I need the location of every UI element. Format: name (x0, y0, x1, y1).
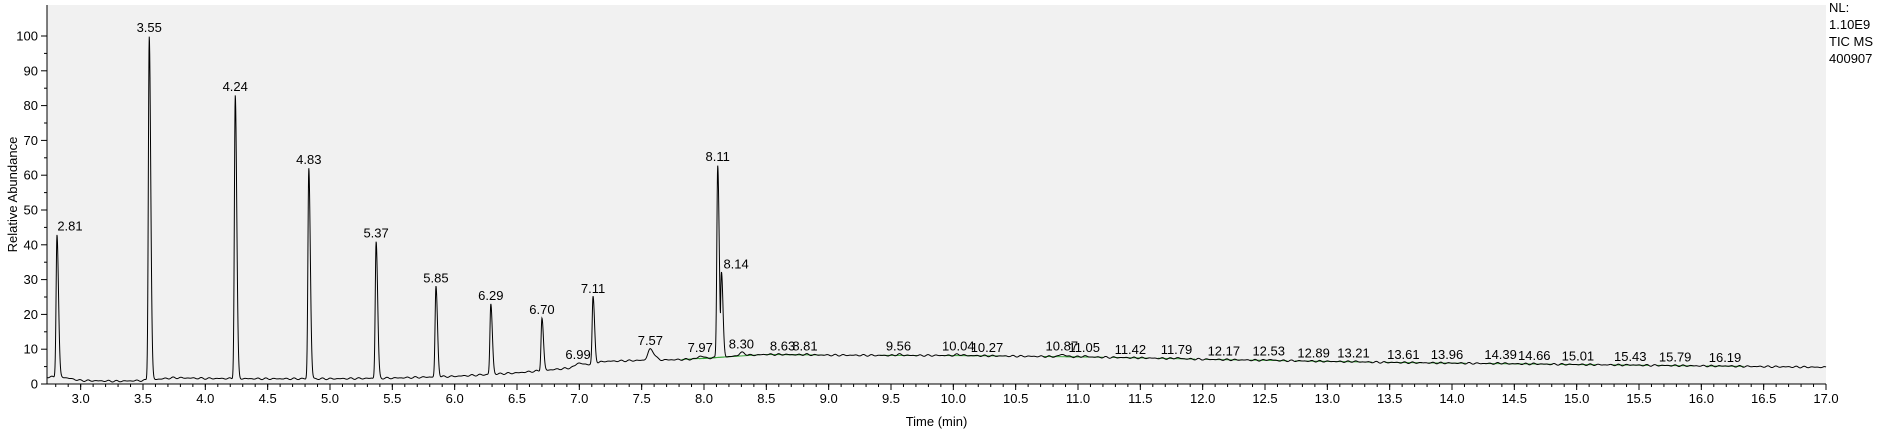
x-tick-label: 4.5 (259, 391, 277, 406)
y-tick-label: 50 (24, 203, 38, 218)
peak-label: 15.43 (1614, 349, 1647, 364)
peak-label: 10.04 (942, 338, 975, 353)
x-tick-label: 14.5 (1502, 391, 1527, 406)
y-tick-label: 100 (16, 29, 38, 44)
peak-label: 7.97 (688, 340, 713, 355)
x-tick-label: 6.5 (508, 391, 526, 406)
info-scan-type: TIC MS (1829, 34, 1873, 49)
x-tick-label: 15.5 (1626, 391, 1651, 406)
x-tick-label: 7.0 (570, 391, 588, 406)
peak-label: 3.55 (137, 20, 162, 35)
x-tick-label: 10.5 (1003, 391, 1028, 406)
peak-label: 11.05 (1068, 340, 1100, 355)
y-tick-label: 70 (24, 133, 38, 148)
peak-labels: 2.81 3.55 4.24 4.83 5.37 5.85 6.29 6.70 6.99 7.11… (57, 20, 1741, 365)
peak-label: 7.11 (581, 281, 605, 296)
x-tick-label: 4.0 (196, 391, 214, 406)
x-tick-label: 11.0 (1066, 391, 1090, 406)
peak-label: 6.70 (529, 302, 554, 317)
x-tick-label: 8.0 (695, 391, 713, 406)
x-tick-label: 10.0 (941, 391, 966, 406)
x-tick-label: 16.0 (1689, 391, 1714, 406)
x-tick-label: 9.0 (820, 391, 838, 406)
peak-label: 10.27 (971, 340, 1004, 355)
y-tick-label: 20 (24, 307, 38, 322)
y-tick-label: 30 (24, 272, 38, 287)
y-tick-label: 60 (24, 168, 38, 183)
peak-label: 5.37 (363, 225, 388, 240)
x-tick-label: 8.5 (757, 391, 775, 406)
peak-label: 11.79 (1161, 342, 1193, 357)
x-tick-label: 16.5 (1751, 391, 1776, 406)
y-axis-label: Relative Abundance (5, 137, 20, 253)
x-axis-ticks: 3.0 3.5 4.0 4.5 5.0 5.5 6.0 6.5 7.0 7.5 8.0 8.5 9.0 9… (55, 384, 1839, 406)
peak-label: 4.83 (296, 152, 321, 167)
x-tick-label: 12.0 (1190, 391, 1215, 406)
peak-label: 6.29 (478, 288, 503, 303)
peak-label: 7.57 (638, 333, 663, 348)
x-tick-label: 17.0 (1813, 391, 1838, 406)
x-tick-label: 6.0 (446, 391, 464, 406)
y-axis-ticks: 0 10 20 30 40 50 60 70 80 90 100 (16, 29, 47, 392)
x-tick-label: 13.0 (1315, 391, 1340, 406)
y-tick-label: 10 (24, 342, 38, 357)
peak-label: 14.39 (1484, 347, 1517, 362)
peak-label: 8.14 (723, 257, 748, 272)
info-normalization-level: 1.10E9 (1829, 17, 1870, 32)
peak-label: 16.19 (1709, 350, 1742, 365)
peak-label: 8.81 (792, 338, 817, 353)
info-sample-id: 400907 (1829, 51, 1872, 66)
peak-label: 8.11 (706, 149, 730, 164)
peak-label: 13.96 (1431, 347, 1464, 362)
y-tick-label: 0 (31, 377, 38, 392)
peak-label: 4.24 (223, 79, 248, 94)
peak-label: 13.21 (1337, 345, 1370, 360)
x-tick-label: 11.5 (1128, 391, 1152, 406)
plot-area (47, 5, 1826, 384)
peak-label: 6.99 (565, 347, 590, 362)
peak-label: 2.81 (57, 218, 82, 233)
x-tick-label: 14.0 (1439, 391, 1464, 406)
x-tick-label: 3.0 (72, 391, 90, 406)
x-tick-label: 7.5 (633, 391, 651, 406)
y-tick-label: 40 (24, 237, 38, 252)
x-tick-label: 12.5 (1252, 391, 1277, 406)
peak-label: 15.79 (1659, 350, 1692, 365)
info-box: NL: 1.10E9 TIC MS 400907 (1829, 0, 1873, 66)
peak-label: 12.53 (1252, 344, 1285, 359)
peak-label: 10.87 (1046, 338, 1079, 353)
x-tick-label: 5.0 (321, 391, 339, 406)
peak-label: 14.66 (1518, 348, 1551, 363)
peak-label: 11.42 (1115, 342, 1147, 357)
x-tick-label: 3.5 (134, 391, 152, 406)
peak-label: 9.56 (886, 338, 911, 353)
peak-label: 8.63 (770, 338, 795, 353)
x-tick-label: 5.5 (383, 391, 401, 406)
x-tick-label: 15.0 (1564, 391, 1589, 406)
peak-label: 15.01 (1562, 349, 1595, 364)
y-tick-label: 80 (24, 98, 38, 113)
x-axis-label: Time (min) (906, 414, 968, 429)
trace-layer (46, 36, 1827, 383)
peak-label: 8.30 (729, 337, 754, 352)
info-label-nl: NL: (1829, 0, 1849, 15)
peak-label: 12.89 (1297, 345, 1330, 360)
tic-trace (46, 36, 1827, 383)
peak-label: 5.85 (423, 271, 448, 286)
peak-label: 13.61 (1387, 347, 1420, 362)
x-tick-label: 9.5 (882, 391, 900, 406)
y-tick-label: 90 (24, 63, 38, 78)
x-tick-label: 13.5 (1377, 391, 1402, 406)
peak-label: 12.17 (1208, 344, 1241, 359)
